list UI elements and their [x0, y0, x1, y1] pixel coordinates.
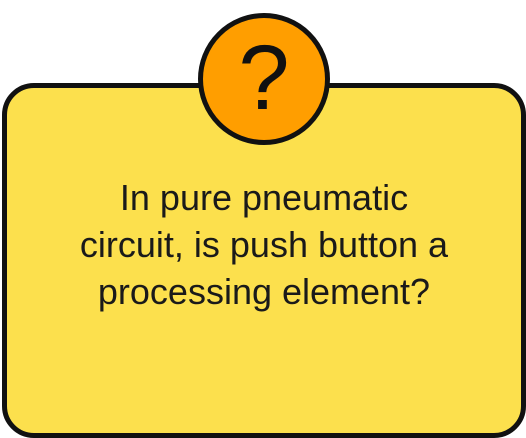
question-text: In pure pneumatic circuit, is push butto…: [79, 177, 449, 312]
question-badge: ?: [198, 13, 330, 145]
question-mark-icon: ?: [238, 27, 290, 129]
